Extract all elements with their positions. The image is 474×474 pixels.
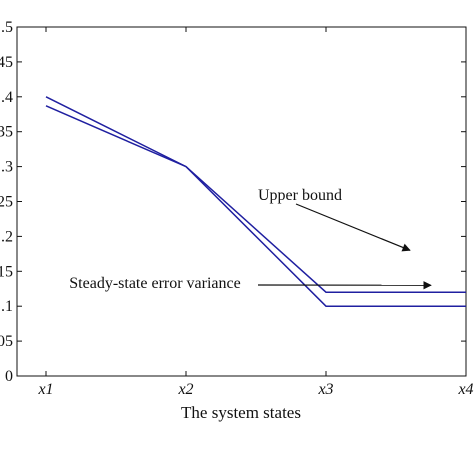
x-tick-label: x1 (37, 381, 53, 398)
series-line-1 (45, 96, 466, 293)
y-tick-label: .1 (1, 298, 13, 315)
y-tick-label: .2 (1, 228, 13, 245)
x-tick-label: x2 (177, 381, 193, 398)
y-tick-label: .05 (0, 333, 13, 350)
y-tick-label: .35 (0, 124, 13, 141)
annotation-label: Steady-state error variance (69, 275, 240, 292)
y-tick-label: .15 (0, 263, 13, 280)
y-tick-label: .45 (0, 54, 13, 71)
annotation-arrow (295, 203, 411, 252)
annotation-label: Upper bound (258, 187, 342, 204)
y-axis: .5 .45 .4 .35 .3 .25 .2 .15 .1 .05 0 (0, 19, 466, 385)
series-group (45, 96, 466, 307)
y-tick-label: .5 (1, 19, 13, 36)
annotation-group: Upper bound Steady-state error variance (69, 187, 432, 292)
y-tick-label: .25 (0, 194, 13, 211)
y-tick-label: .3 (1, 159, 13, 176)
y-tick-label: 0 (5, 368, 13, 385)
series-line-2 (45, 105, 466, 307)
x-tick-label: x4 (457, 381, 473, 398)
x-axis: x1 x2 x3 x4 (37, 27, 474, 398)
x-axis-label: The system states (181, 403, 301, 422)
y-tick-label: .4 (1, 89, 13, 106)
x-tick-label: x3 (317, 381, 333, 398)
plot-frame (16, 26, 467, 377)
